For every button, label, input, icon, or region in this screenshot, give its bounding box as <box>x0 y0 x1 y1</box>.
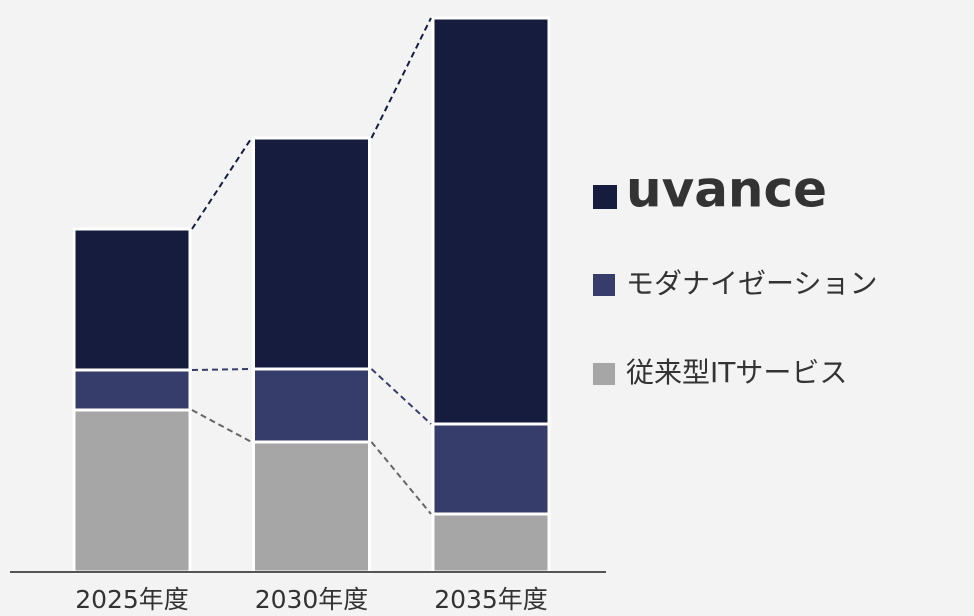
bar-segment <box>431 16 551 426</box>
x-tick-label: 2025年度 <box>75 585 189 614</box>
connector <box>370 17 432 139</box>
x-tick-label: 2030年度 <box>255 585 369 614</box>
bar-segment <box>252 367 371 444</box>
bar-segment <box>72 368 192 412</box>
bar-segment <box>72 227 192 372</box>
connector <box>191 409 252 443</box>
connector <box>370 368 432 425</box>
bar-segment <box>431 422 551 516</box>
legend-swatch <box>593 185 617 209</box>
connector <box>191 368 252 371</box>
bar-segment <box>72 408 192 574</box>
legend-label: uvance <box>626 161 827 219</box>
legend-swatch <box>593 274 615 296</box>
bar-segment <box>252 440 371 574</box>
connector <box>191 137 253 230</box>
x-tick-label: 2035年度 <box>434 585 548 614</box>
connector <box>370 441 432 515</box>
legend-label: 従来型ITサービス <box>626 356 847 389</box>
legend-swatch <box>593 363 615 385</box>
bar-segment <box>431 512 551 574</box>
legend-label: モダナイゼーション <box>626 267 877 300</box>
bar-segment <box>252 136 371 371</box>
